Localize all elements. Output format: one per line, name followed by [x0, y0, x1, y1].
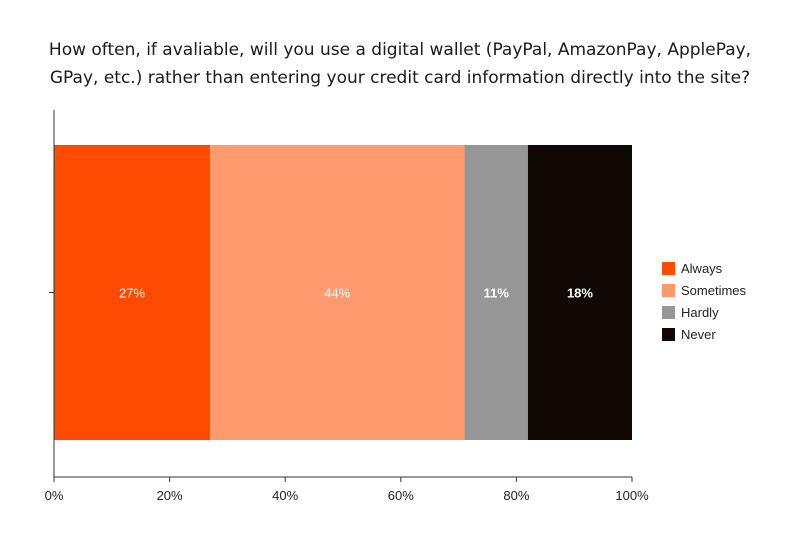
chart-title-line-2: GPay, etc.) rather than entering your cr… [49, 68, 751, 88]
legend-label: Sometimes [681, 282, 747, 298]
x-tick-label: 0% [45, 488, 64, 503]
x-tick-label: 100% [615, 488, 649, 503]
legend-swatch [662, 261, 675, 275]
bar-segment-hardly [464, 145, 528, 440]
legend-item-always: Always [662, 257, 746, 279]
chart-title: How often, if avaliable, will you use a … [0, 36, 800, 92]
legend-swatch [662, 305, 675, 319]
data-label-hardly: 11% [484, 286, 510, 301]
data-label-never: 18% [567, 286, 593, 301]
x-tick-label: 40% [272, 488, 298, 503]
x-tick-label: 60% [388, 488, 414, 503]
data-labels-group: 27% 44% 11% 18% [119, 286, 593, 301]
bar-segment-sometimes [210, 145, 465, 440]
legend-label: Always [681, 260, 723, 276]
legend-item-hardly: Hardly [662, 301, 746, 323]
legend-item-sometimes: Sometimes [662, 279, 746, 301]
legend-swatch [662, 327, 675, 341]
bar-segment-never [527, 145, 632, 440]
data-label-always: 27% [119, 286, 145, 301]
bar-segment-always [54, 145, 211, 440]
legend-label: Never [681, 326, 716, 342]
chart-title-line-1: How often, if avaliable, will you use a … [48, 40, 752, 60]
data-label-sometimes: 44% [324, 286, 350, 301]
x-tick-label: 20% [157, 488, 183, 503]
legend-swatch [662, 283, 675, 297]
legend-item-never: Never [662, 323, 746, 345]
legend-label: Hardly [681, 304, 719, 320]
legend: Always Sometimes Hardly Never [662, 257, 746, 345]
bars-group [54, 145, 632, 440]
axes-group: 0% 20% 40% 60% 80% 100% [45, 110, 649, 503]
x-tick-label: 80% [503, 488, 529, 503]
